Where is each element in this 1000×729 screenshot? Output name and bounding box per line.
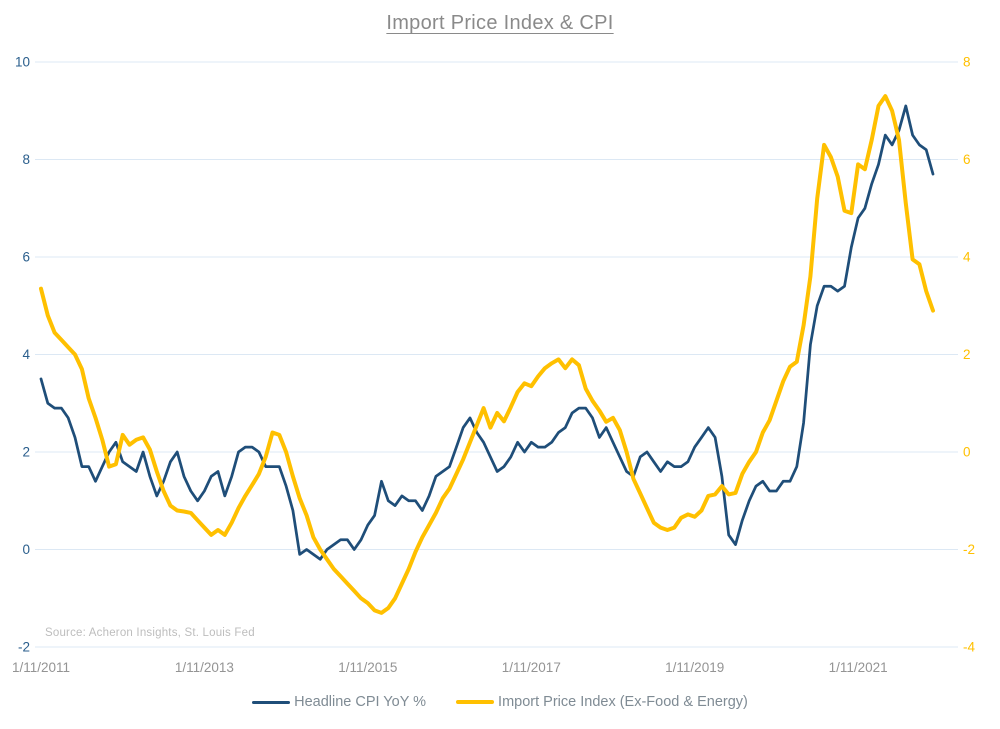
left-axis-tick-label: 2 xyxy=(22,445,30,460)
cpi-line xyxy=(39,104,935,561)
right-axis-tick-label: 4 xyxy=(963,250,971,265)
right-axis-tick-label: -2 xyxy=(963,542,975,557)
x-axis-tick-label: 1/11/2017 xyxy=(502,660,561,675)
left-axis-tick-label: 8 xyxy=(22,152,30,167)
import-price-line xyxy=(39,94,935,615)
legend-item-cpi: Headline CPI YoY % xyxy=(252,694,426,710)
x-axis-tick-label: 1/11/2013 xyxy=(175,660,234,675)
right-axis-tick-label: 6 xyxy=(963,152,971,167)
right-axis-tick-label: 0 xyxy=(963,445,971,460)
right-axis-tick-label: -4 xyxy=(963,640,975,655)
source-note: Source: Acheron Insights, St. Louis Fed xyxy=(45,627,255,639)
left-axis-tick-label: 6 xyxy=(22,250,30,265)
chart-title: Import Price Index & CPI xyxy=(0,12,1000,35)
legend-item-import: Import Price Index (Ex-Food & Energy) xyxy=(456,694,748,710)
import-line-swatch xyxy=(456,700,495,704)
left-axis-tick-label: 10 xyxy=(15,55,30,70)
left-axis-tick-label: 0 xyxy=(22,542,30,557)
legend-label-import: Import Price Index (Ex-Food & Energy) xyxy=(498,694,748,710)
cpi-line-swatch xyxy=(252,700,291,704)
right-axis-tick-label: 2 xyxy=(963,347,971,362)
x-axis-tick-label: 1/11/2019 xyxy=(665,660,724,675)
chart-legend: Headline CPI YoY % Import Price Index (E… xyxy=(0,694,1000,710)
x-axis-tick-label: 1/11/2015 xyxy=(338,660,397,675)
x-axis-tick-label: 1/11/2021 xyxy=(829,660,888,675)
right-axis-tick-label: 8 xyxy=(963,55,971,70)
left-axis-tick-label: 4 xyxy=(22,347,30,362)
x-axis-tick-label: 1/11/2011 xyxy=(12,660,70,675)
left-axis-tick-label: -2 xyxy=(18,640,30,655)
legend-label-cpi: Headline CPI YoY % xyxy=(294,694,427,710)
chart-title-text: Import Price Index & CPI xyxy=(386,12,614,34)
